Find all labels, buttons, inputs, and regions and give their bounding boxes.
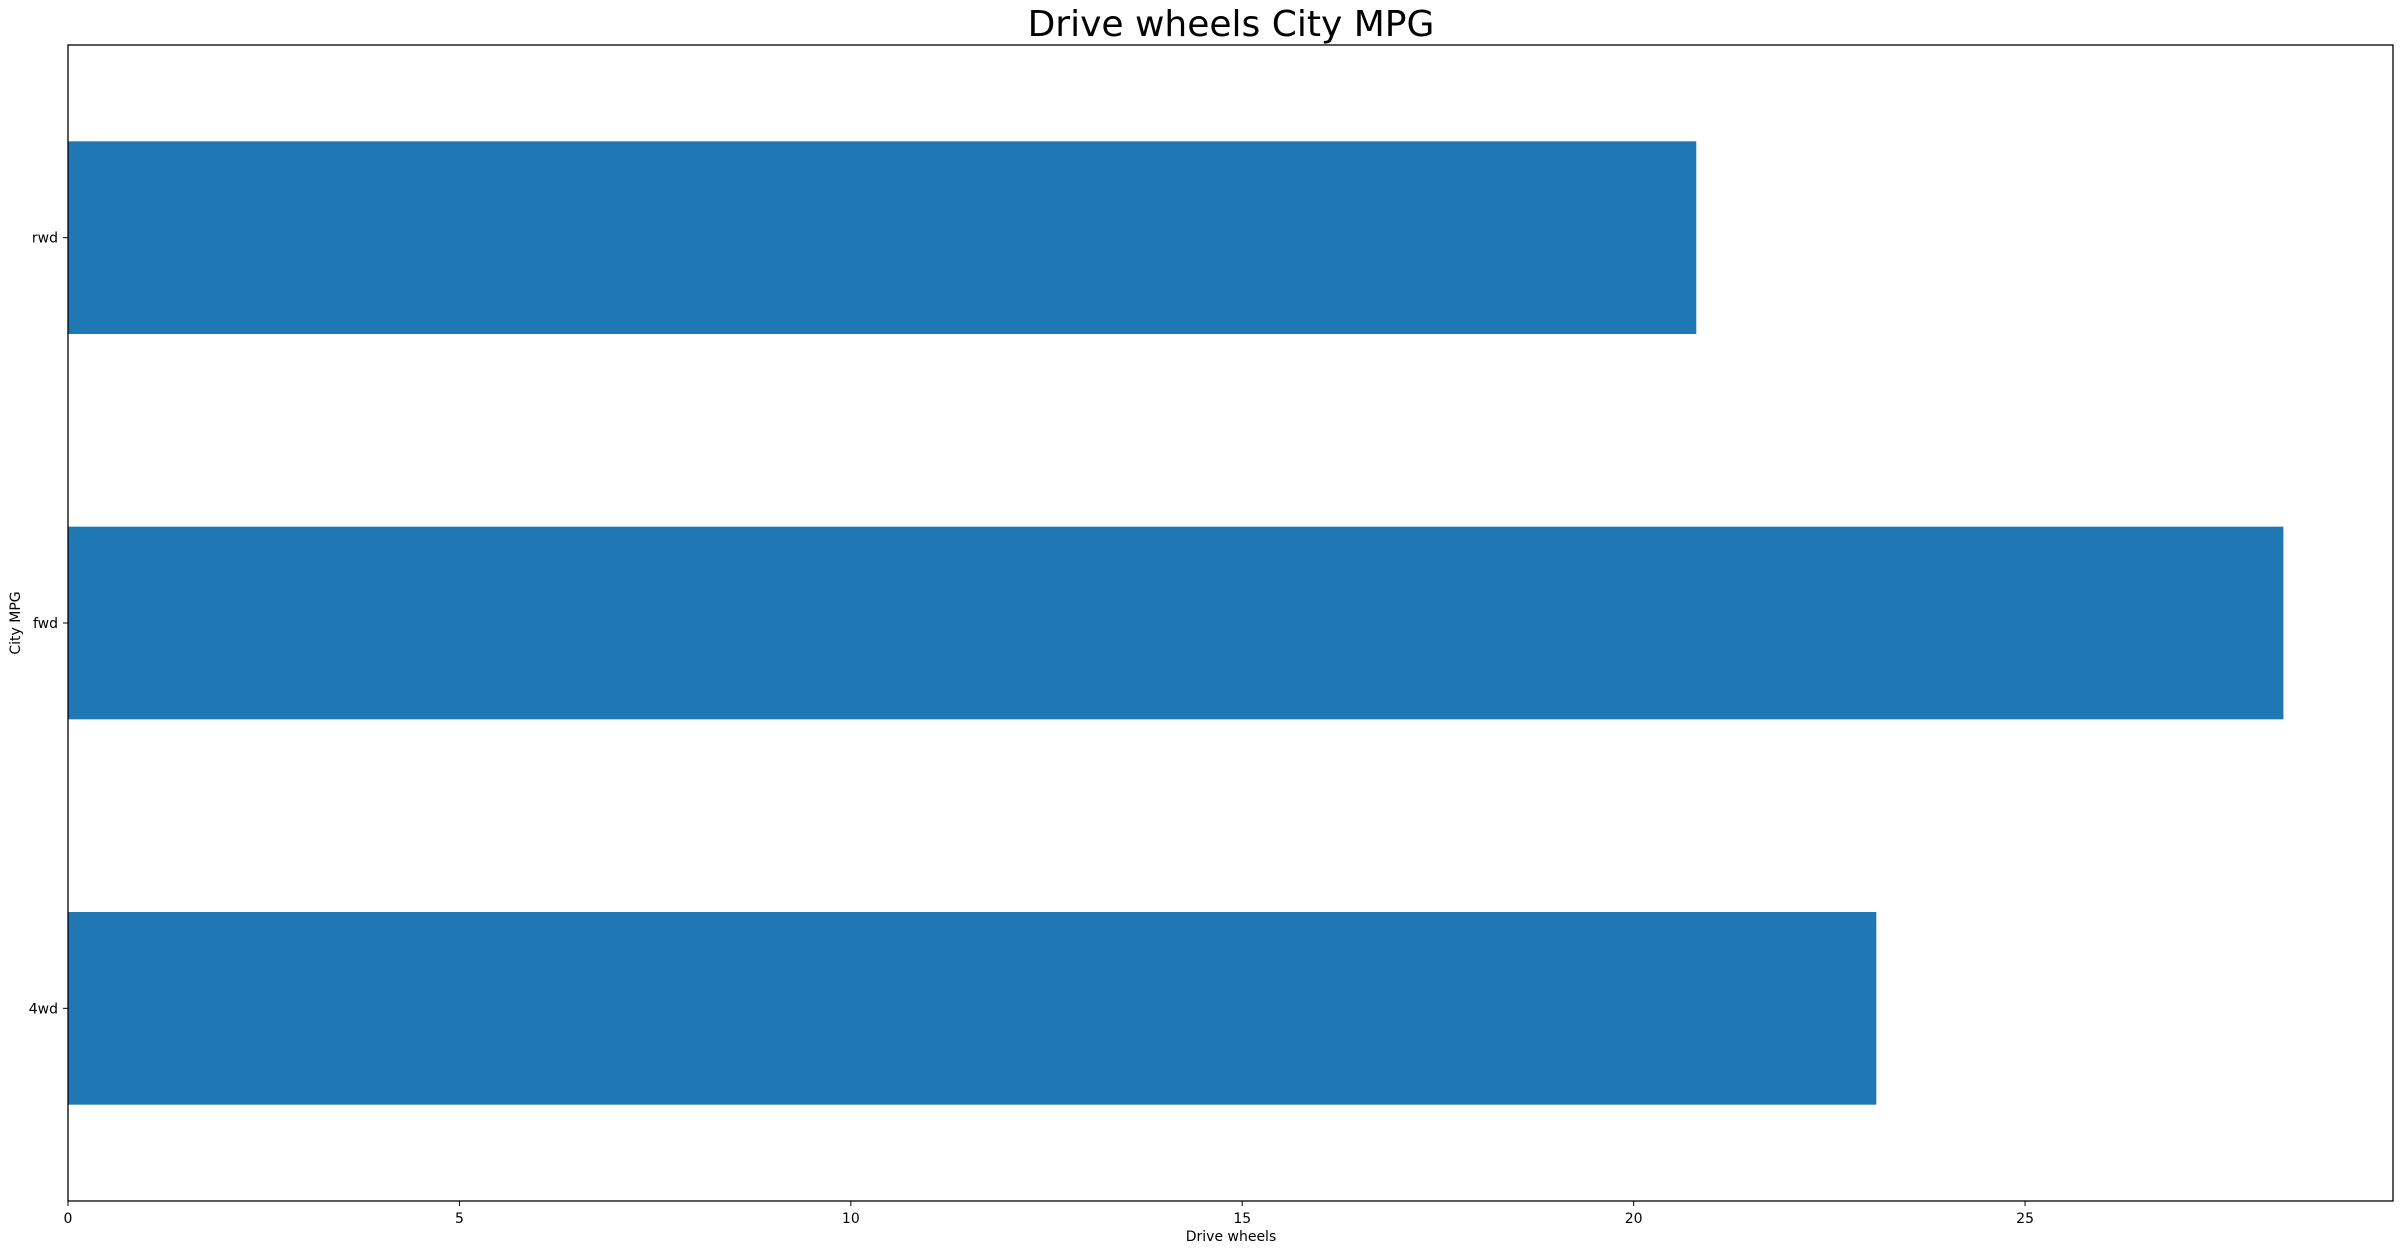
y-tick-label-4wd: 4wd bbox=[29, 1001, 58, 1017]
bar-rwd bbox=[68, 141, 1697, 334]
x-tick-label-5: 5 bbox=[455, 1211, 464, 1227]
x-tick-label-0: 0 bbox=[64, 1211, 73, 1227]
bars-group bbox=[68, 141, 2284, 1105]
x-ticks: 0 5 10 15 20 25 bbox=[64, 1201, 2034, 1227]
x-tick-label-15: 15 bbox=[1233, 1211, 1251, 1227]
y-axis-label: City MPG bbox=[8, 591, 24, 654]
y-tick-label-rwd: rwd bbox=[32, 231, 58, 247]
bar-4wd bbox=[68, 912, 1877, 1105]
x-tick-label-10: 10 bbox=[842, 1211, 860, 1227]
y-tick-label-fwd: fwd bbox=[33, 616, 58, 632]
x-axis-label: Drive wheels bbox=[1186, 1229, 1277, 1245]
bar-fwd bbox=[68, 526, 2284, 720]
x-tick-label-25: 25 bbox=[2016, 1211, 2034, 1227]
chart-title: Drive wheels City MPG bbox=[1028, 4, 1435, 45]
x-tick-label-20: 20 bbox=[1625, 1211, 1643, 1227]
y-ticks: 4wd fwd rwd bbox=[29, 231, 68, 1017]
plot-frame bbox=[67, 44, 2394, 1202]
